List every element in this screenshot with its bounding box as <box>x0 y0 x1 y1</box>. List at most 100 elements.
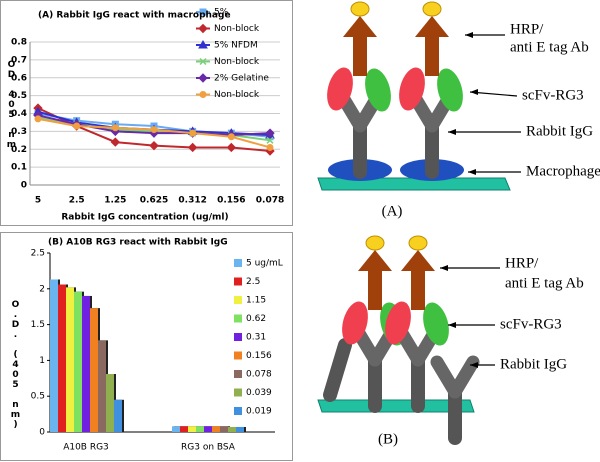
y-axis-label: OD 405 nm <box>7 60 17 150</box>
data-point <box>226 142 237 153</box>
x-tick-label: 1.25 <box>104 196 126 206</box>
bar <box>220 426 228 432</box>
y-tick-label: 0.4 <box>11 109 27 119</box>
y-tick-label: 0.1 <box>11 163 27 173</box>
arrow-head <box>343 16 377 37</box>
data-point <box>149 140 159 151</box>
panel-b-frame <box>0 232 293 461</box>
legend-swatch <box>234 314 242 323</box>
bar <box>58 284 66 432</box>
legend-swatch <box>234 407 242 415</box>
y-tick-label: 0 <box>39 428 45 438</box>
arrow-shaft <box>425 36 439 76</box>
data-point <box>265 128 275 138</box>
hrp <box>408 235 428 251</box>
y-tick-label: 0.8 <box>11 38 27 48</box>
data-point <box>187 142 198 153</box>
diagram-label: anti E tag Ab <box>510 39 589 55</box>
y-tick-label: 0.7 <box>11 55 27 65</box>
bar <box>212 426 220 432</box>
hrp <box>365 235 385 251</box>
legend-label: 0.156 <box>246 351 272 361</box>
legend-swatch <box>234 333 242 341</box>
bar <box>74 291 82 432</box>
igg-fallen <box>323 338 352 402</box>
y-tick-label: 1.5 <box>31 320 45 330</box>
legend-label: 0.62 <box>246 314 266 324</box>
legend-swatch <box>234 259 242 267</box>
pointer-head <box>448 129 456 135</box>
bar <box>204 426 212 432</box>
legend-swatch <box>234 296 242 304</box>
data-point <box>150 126 158 134</box>
legend-label: 5% NFDM <box>214 41 258 51</box>
data-point <box>110 137 121 147</box>
bar <box>228 426 236 432</box>
legend-label: 0.019 <box>246 407 272 417</box>
scfv-red <box>399 67 425 111</box>
legend-marker <box>198 23 208 34</box>
bar <box>180 426 188 432</box>
legend-swatch <box>234 370 242 378</box>
legend-label: 0.039 <box>246 388 272 398</box>
diagram-label: HRP/ <box>510 21 544 37</box>
legend-marker <box>198 39 208 49</box>
bar <box>172 426 180 432</box>
bar <box>98 340 106 432</box>
y-tick-label: 0.5 <box>11 91 27 101</box>
scfv-green <box>365 68 391 112</box>
diagram-label: scFv-RG3 <box>500 316 562 332</box>
legend-marker <box>199 8 207 16</box>
y-tick-label: 2.5 <box>31 249 45 259</box>
x-tick-label: 0.625 <box>140 196 168 206</box>
x-tick-label: RG3 on BSA <box>181 443 236 453</box>
arrow-head <box>401 250 435 271</box>
legend-label: 1.15 <box>246 296 266 306</box>
scfv-green <box>423 302 449 346</box>
chart-title: (B) A10B RG3 react with Rabbit IgG <box>48 238 228 248</box>
x-tick-label: 2.5 <box>69 196 85 206</box>
pointer-head <box>448 322 456 328</box>
arrow-shaft <box>411 270 425 310</box>
x-tick-label: 0.078 <box>256 196 284 206</box>
legend-swatch <box>234 388 242 397</box>
diagram-label: (B) <box>378 431 398 447</box>
bar <box>114 399 122 432</box>
chart-title: (A) Rabbit IgG react with macrophage <box>38 11 231 21</box>
bar <box>82 295 90 432</box>
arrow-shaft <box>353 36 367 76</box>
pointer-head <box>440 265 448 271</box>
scfv-green <box>437 68 463 112</box>
diagram-label: anti E tag Ab <box>505 275 584 291</box>
diagram-label: scFv-RG3 <box>522 87 584 103</box>
legend-swatch <box>234 277 242 286</box>
legend-label: 5% <box>214 8 229 18</box>
legend-label: 5 ug/mL <box>246 259 283 269</box>
y-axis-label: O.D. (405 nm) <box>11 300 21 430</box>
diagram-label: HRP/ <box>505 255 539 271</box>
hrp <box>422 1 442 17</box>
bar <box>106 374 114 432</box>
y-tick-label: 0.2 <box>11 145 27 155</box>
scfv-red <box>342 301 368 345</box>
panel-a-frame <box>0 0 293 226</box>
data-point <box>266 136 274 144</box>
bar <box>66 287 74 432</box>
y-tick-label: 1 <box>39 356 45 366</box>
y-tick-label: 0.5 <box>31 392 45 402</box>
arrow-head <box>358 250 392 271</box>
y-tick-label: 2 <box>39 284 45 294</box>
x-tick-label: 0.312 <box>178 196 206 206</box>
pointer-head <box>465 32 473 38</box>
legend-label: 2.5 <box>246 277 260 287</box>
legend-swatch <box>234 351 242 360</box>
legend-marker <box>199 91 207 98</box>
scfv-red <box>327 67 353 111</box>
legend-marker <box>198 73 208 83</box>
x-tick-label: A10B RG3 <box>63 443 109 453</box>
diagram-label: Rabbit IgG <box>526 123 593 139</box>
legend-label: Non-block <box>214 90 260 100</box>
data-point <box>34 115 42 123</box>
legend-label: Non-block <box>214 57 260 67</box>
bar <box>90 308 98 432</box>
